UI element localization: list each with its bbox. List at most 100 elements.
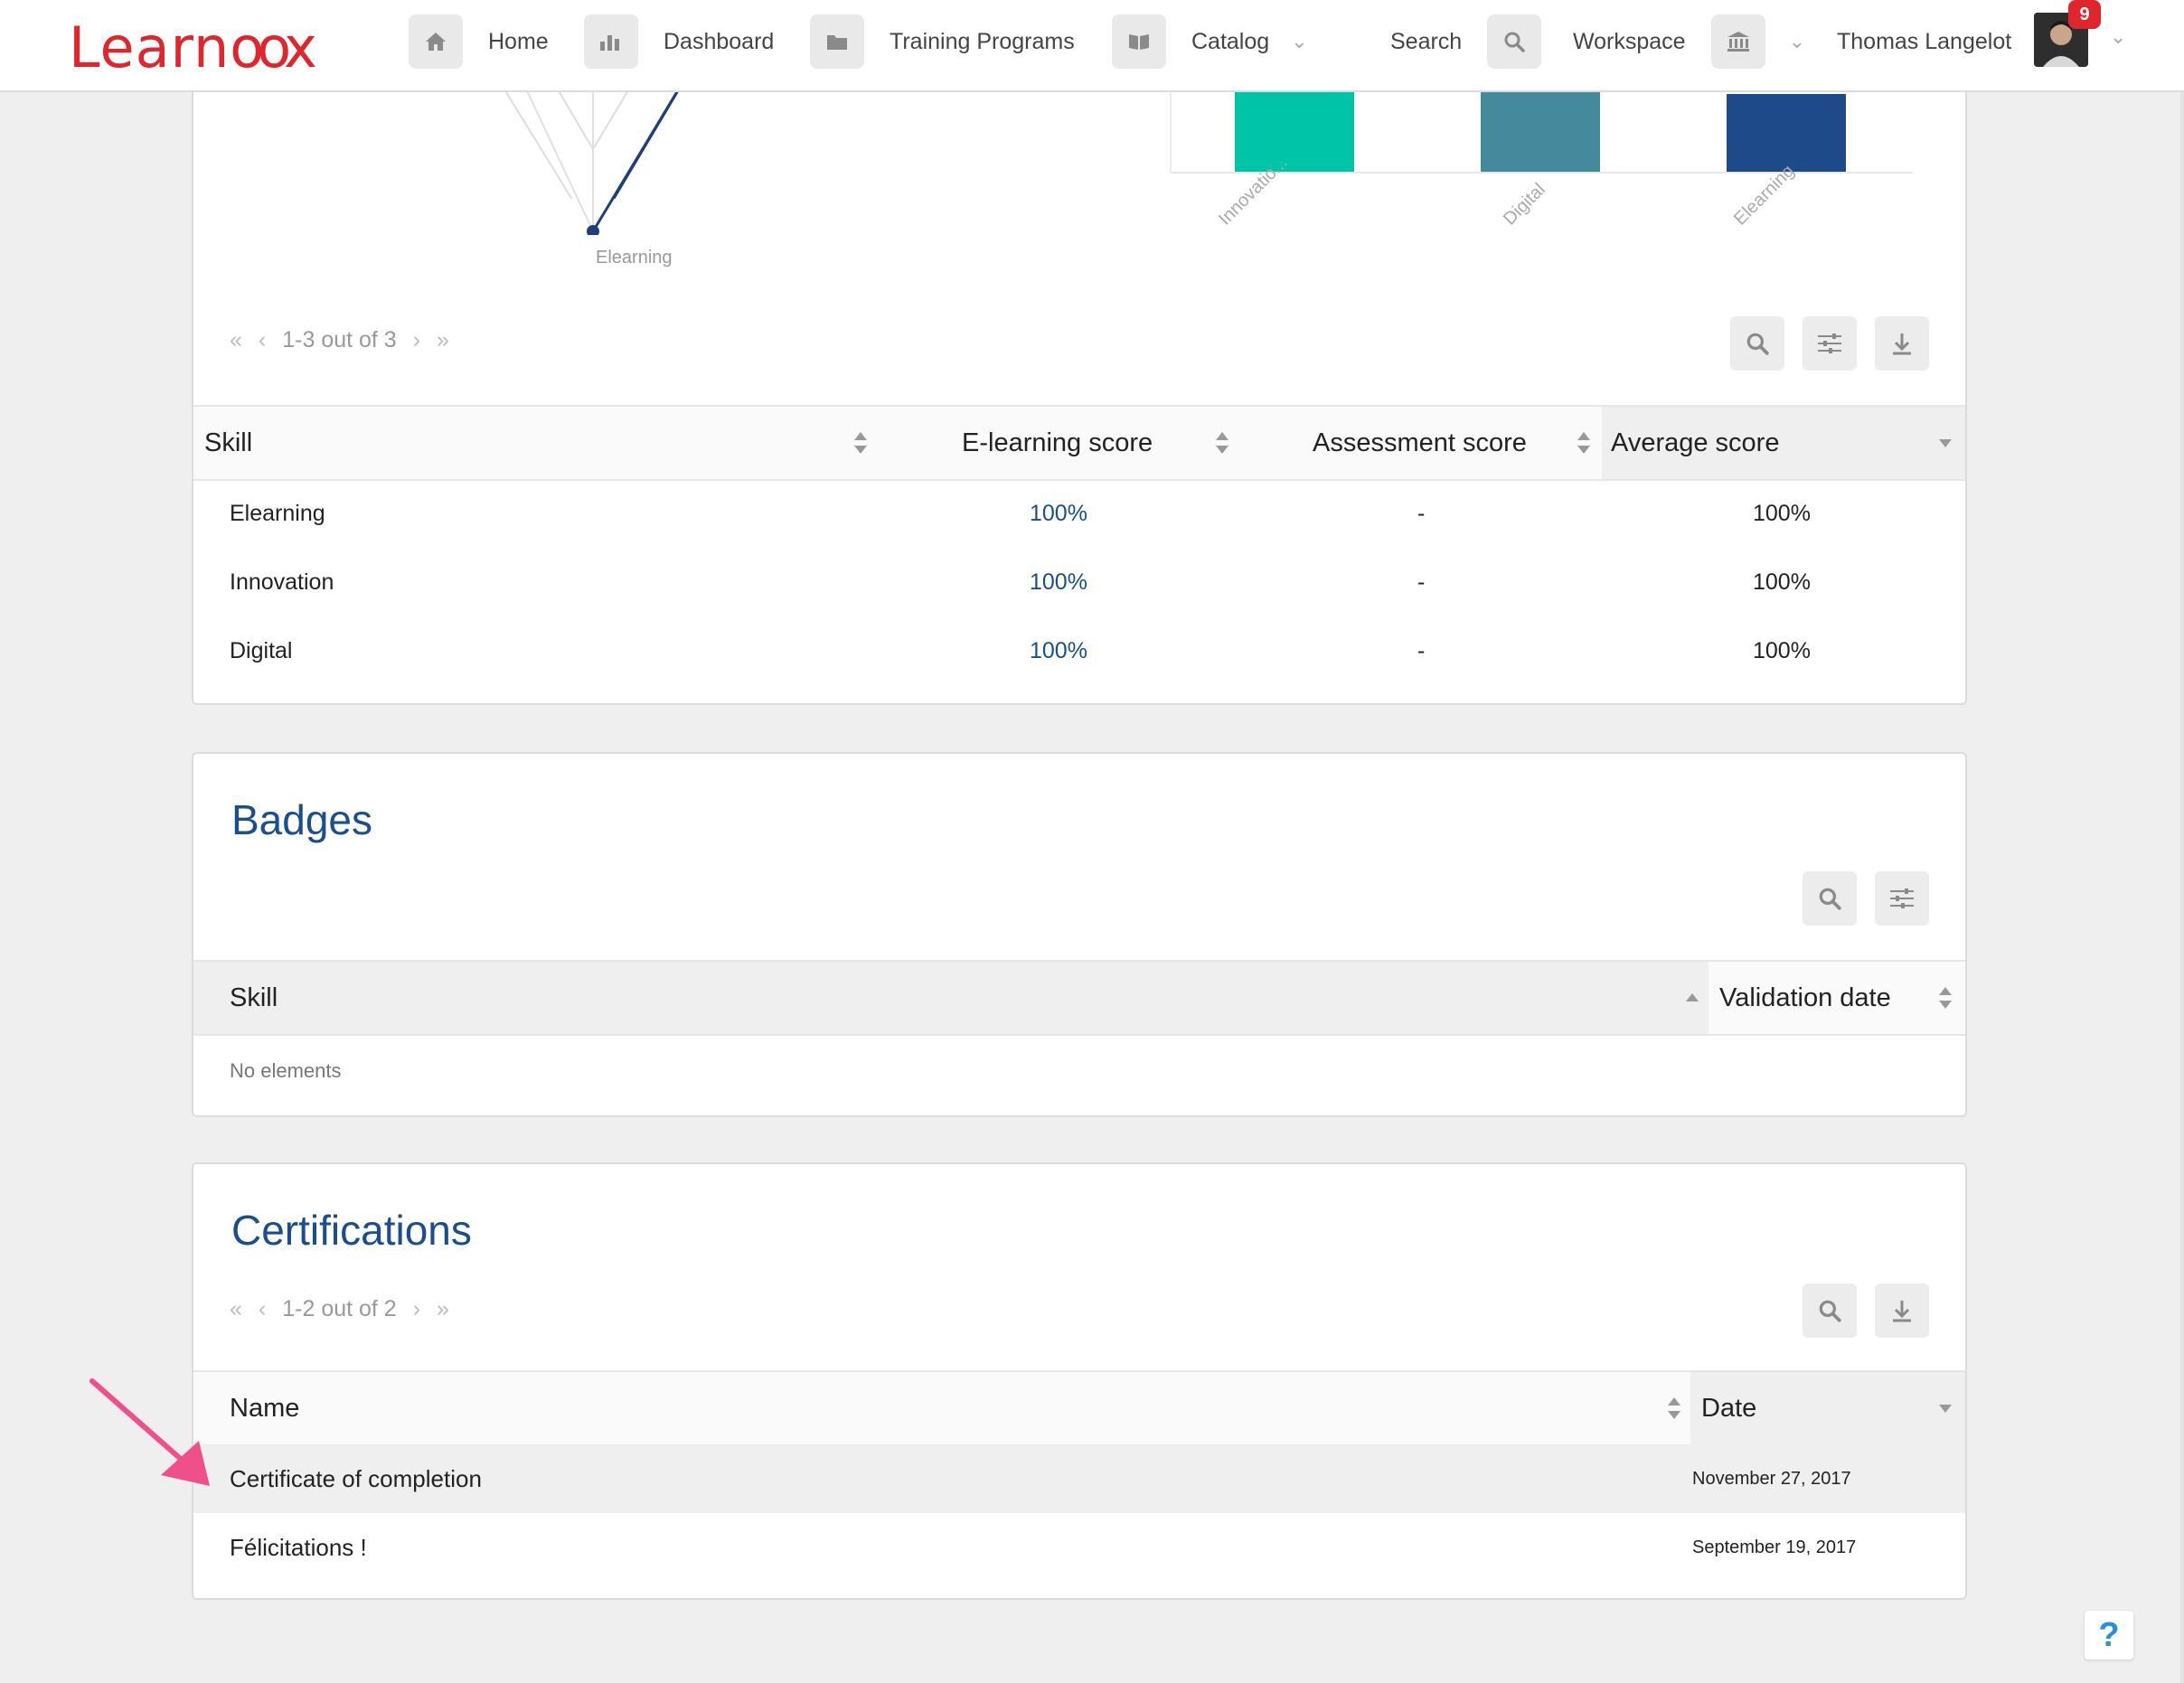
last-page-icon[interactable]: » — [437, 327, 449, 353]
help-button[interactable]: ? — [2085, 1611, 2133, 1659]
search-button[interactable] — [1803, 1283, 1857, 1338]
download-button[interactable] — [1875, 316, 1929, 371]
column-header-skill[interactable]: Skill — [204, 428, 253, 457]
table-row[interactable]: Innovation 100% - 100% — [193, 548, 1965, 616]
empty-state-text: No elements — [230, 1059, 342, 1082]
panel-title: Badges — [231, 796, 373, 843]
cell-skill: Innovation — [230, 569, 334, 595]
sorted-column-bg — [1690, 1372, 1965, 1444]
download-icon — [1893, 1301, 1911, 1322]
search-button[interactable] — [1730, 316, 1784, 371]
table-row[interactable]: Félicitations ! September 19, 2017 — [193, 1513, 1965, 1582]
column-header-name[interactable]: Name — [230, 1393, 300, 1423]
cell-assessment-score: - — [1417, 569, 1426, 595]
cell-certificate-name[interactable]: Félicitations ! — [230, 1533, 367, 1561]
home-icon — [409, 14, 463, 69]
download-icon — [1893, 334, 1911, 355]
search-icon — [1819, 1300, 1841, 1322]
last-page-icon[interactable]: » — [437, 1296, 449, 1321]
cell-elearning-score[interactable]: 100% — [1030, 637, 1087, 663]
cell-elearning-score[interactable]: 100% — [1030, 569, 1087, 595]
sorted-column-bg — [1602, 407, 1965, 479]
first-page-icon[interactable]: « — [230, 327, 242, 353]
prev-page-icon[interactable]: ‹ — [258, 327, 267, 353]
table-row[interactable]: Elearning 100% - 100% — [193, 479, 1965, 548]
avatar[interactable] — [2034, 13, 2088, 67]
chevron-down-icon[interactable]: ⌄ — [2110, 25, 2127, 48]
bar-chart-icon — [584, 14, 638, 69]
nav-label-home: Home — [488, 28, 549, 54]
search-icon[interactable] — [1487, 14, 1542, 69]
column-header-elearning-score[interactable]: E-learning score — [962, 428, 1153, 457]
radar-data-point — [587, 225, 599, 235]
badges-table-header: Skill Validation date — [193, 960, 1965, 1036]
sort-icon[interactable] — [1577, 430, 1591, 456]
column-header-assessment-score[interactable]: Assessment score — [1313, 428, 1527, 457]
nav-label-dashboard: Dashboard — [664, 28, 775, 54]
nav-item-catalog[interactable]: Catalog ⌄ — [1112, 14, 1308, 69]
certifications-table-header: Name Date — [193, 1370, 1965, 1446]
nav-item-home[interactable]: Home — [409, 14, 549, 69]
bar-x-tick-label: Digital — [1500, 179, 1549, 230]
next-page-icon[interactable]: › — [412, 1296, 421, 1321]
cell-certificate-name[interactable]: Certificate of completion — [230, 1464, 482, 1492]
notification-count-badge[interactable]: 9 — [2068, 0, 2101, 29]
column-header-validation-date[interactable]: Validation date — [1719, 983, 1891, 1012]
page-scrollbar[interactable] — [2180, 90, 2184, 1683]
cell-skill: Elearning — [230, 500, 325, 526]
nav-item-search[interactable]: Search — [1390, 14, 1542, 69]
column-header-average-score[interactable]: Average score — [1611, 428, 1780, 457]
cell-skill: Digital — [230, 637, 293, 663]
prev-page-icon[interactable]: ‹ — [258, 1296, 267, 1321]
cell-assessment-score: - — [1417, 637, 1426, 663]
sort-icon[interactable] — [853, 430, 868, 456]
download-button[interactable] — [1875, 1283, 1929, 1338]
search-icon — [1746, 333, 1769, 355]
radar-axis-label: Elearning — [596, 248, 673, 268]
annotation-arrow-icon — [89, 1378, 210, 1486]
nav-item-workspace[interactable]: Workspace ⌄ — [1573, 14, 1805, 69]
pager-range-text: 1-3 out of 3 — [282, 327, 397, 353]
filter-button[interactable] — [1875, 871, 1929, 926]
top-navigation-bar: Learnoox Home Dashboard Training Program… — [0, 0, 2184, 92]
sort-asc-icon[interactable] — [1685, 992, 1699, 1003]
sort-icon[interactable] — [1667, 1396, 1681, 1421]
panel-title: Certifications — [231, 1207, 472, 1254]
chevron-down-icon[interactable]: ⌄ — [1788, 30, 1806, 52]
table-row[interactable]: Certificate of completion November 27, 2… — [193, 1444, 1965, 1513]
bar-elearning — [1727, 94, 1846, 172]
skills-pager: « ‹ 1-3 out of 3 › » — [230, 327, 449, 353]
user-menu[interactable]: Thomas Langelot — [1837, 14, 2011, 69]
first-page-icon[interactable]: « — [230, 1296, 242, 1321]
column-header-date[interactable]: Date — [1701, 1393, 1757, 1423]
next-page-icon[interactable]: › — [412, 327, 421, 353]
institution-icon[interactable] — [1710, 14, 1765, 69]
filter-button[interactable] — [1803, 316, 1857, 371]
nav-item-training-programs[interactable]: Training Programs — [810, 14, 1075, 69]
sort-desc-icon[interactable] — [1938, 437, 1953, 448]
sliders-icon — [1890, 889, 1914, 908]
book-icon — [1112, 14, 1166, 69]
sort-desc-icon[interactable] — [1938, 1403, 1953, 1414]
learnoox-logo[interactable]: Learnoox — [69, 14, 318, 80]
cell-average-score: 100% — [1753, 569, 1811, 595]
column-bg — [1709, 962, 1965, 1034]
certifications-panel: Certifications « ‹ 1-2 out of 2 › » Name… — [192, 1162, 1967, 1600]
cell-assessment-score: - — [1417, 500, 1426, 526]
sort-icon[interactable] — [1938, 985, 1953, 1011]
sort-icon[interactable] — [1215, 430, 1229, 456]
table-row[interactable]: Digital 100% - 100% — [193, 616, 1965, 685]
cell-average-score: 100% — [1753, 637, 1811, 663]
user-name: Thomas Langelot — [1837, 28, 2012, 54]
search-button[interactable] — [1803, 871, 1857, 926]
nav-label-workspace: Workspace — [1573, 28, 1686, 54]
search-icon — [1819, 888, 1841, 910]
column-header-skill[interactable]: Skill — [230, 983, 278, 1012]
chevron-down-icon[interactable]: ⌄ — [1291, 30, 1308, 52]
certifications-pager: « ‹ 1-2 out of 2 › » — [230, 1296, 449, 1322]
cell-certificate-date: September 19, 2017 — [1692, 1537, 1857, 1557]
nav-item-dashboard[interactable]: Dashboard — [584, 14, 774, 69]
cell-average-score: 100% — [1753, 500, 1811, 526]
badges-panel: Badges Skill Validation date No elements — [192, 752, 1967, 1117]
cell-elearning-score[interactable]: 100% — [1030, 500, 1087, 526]
